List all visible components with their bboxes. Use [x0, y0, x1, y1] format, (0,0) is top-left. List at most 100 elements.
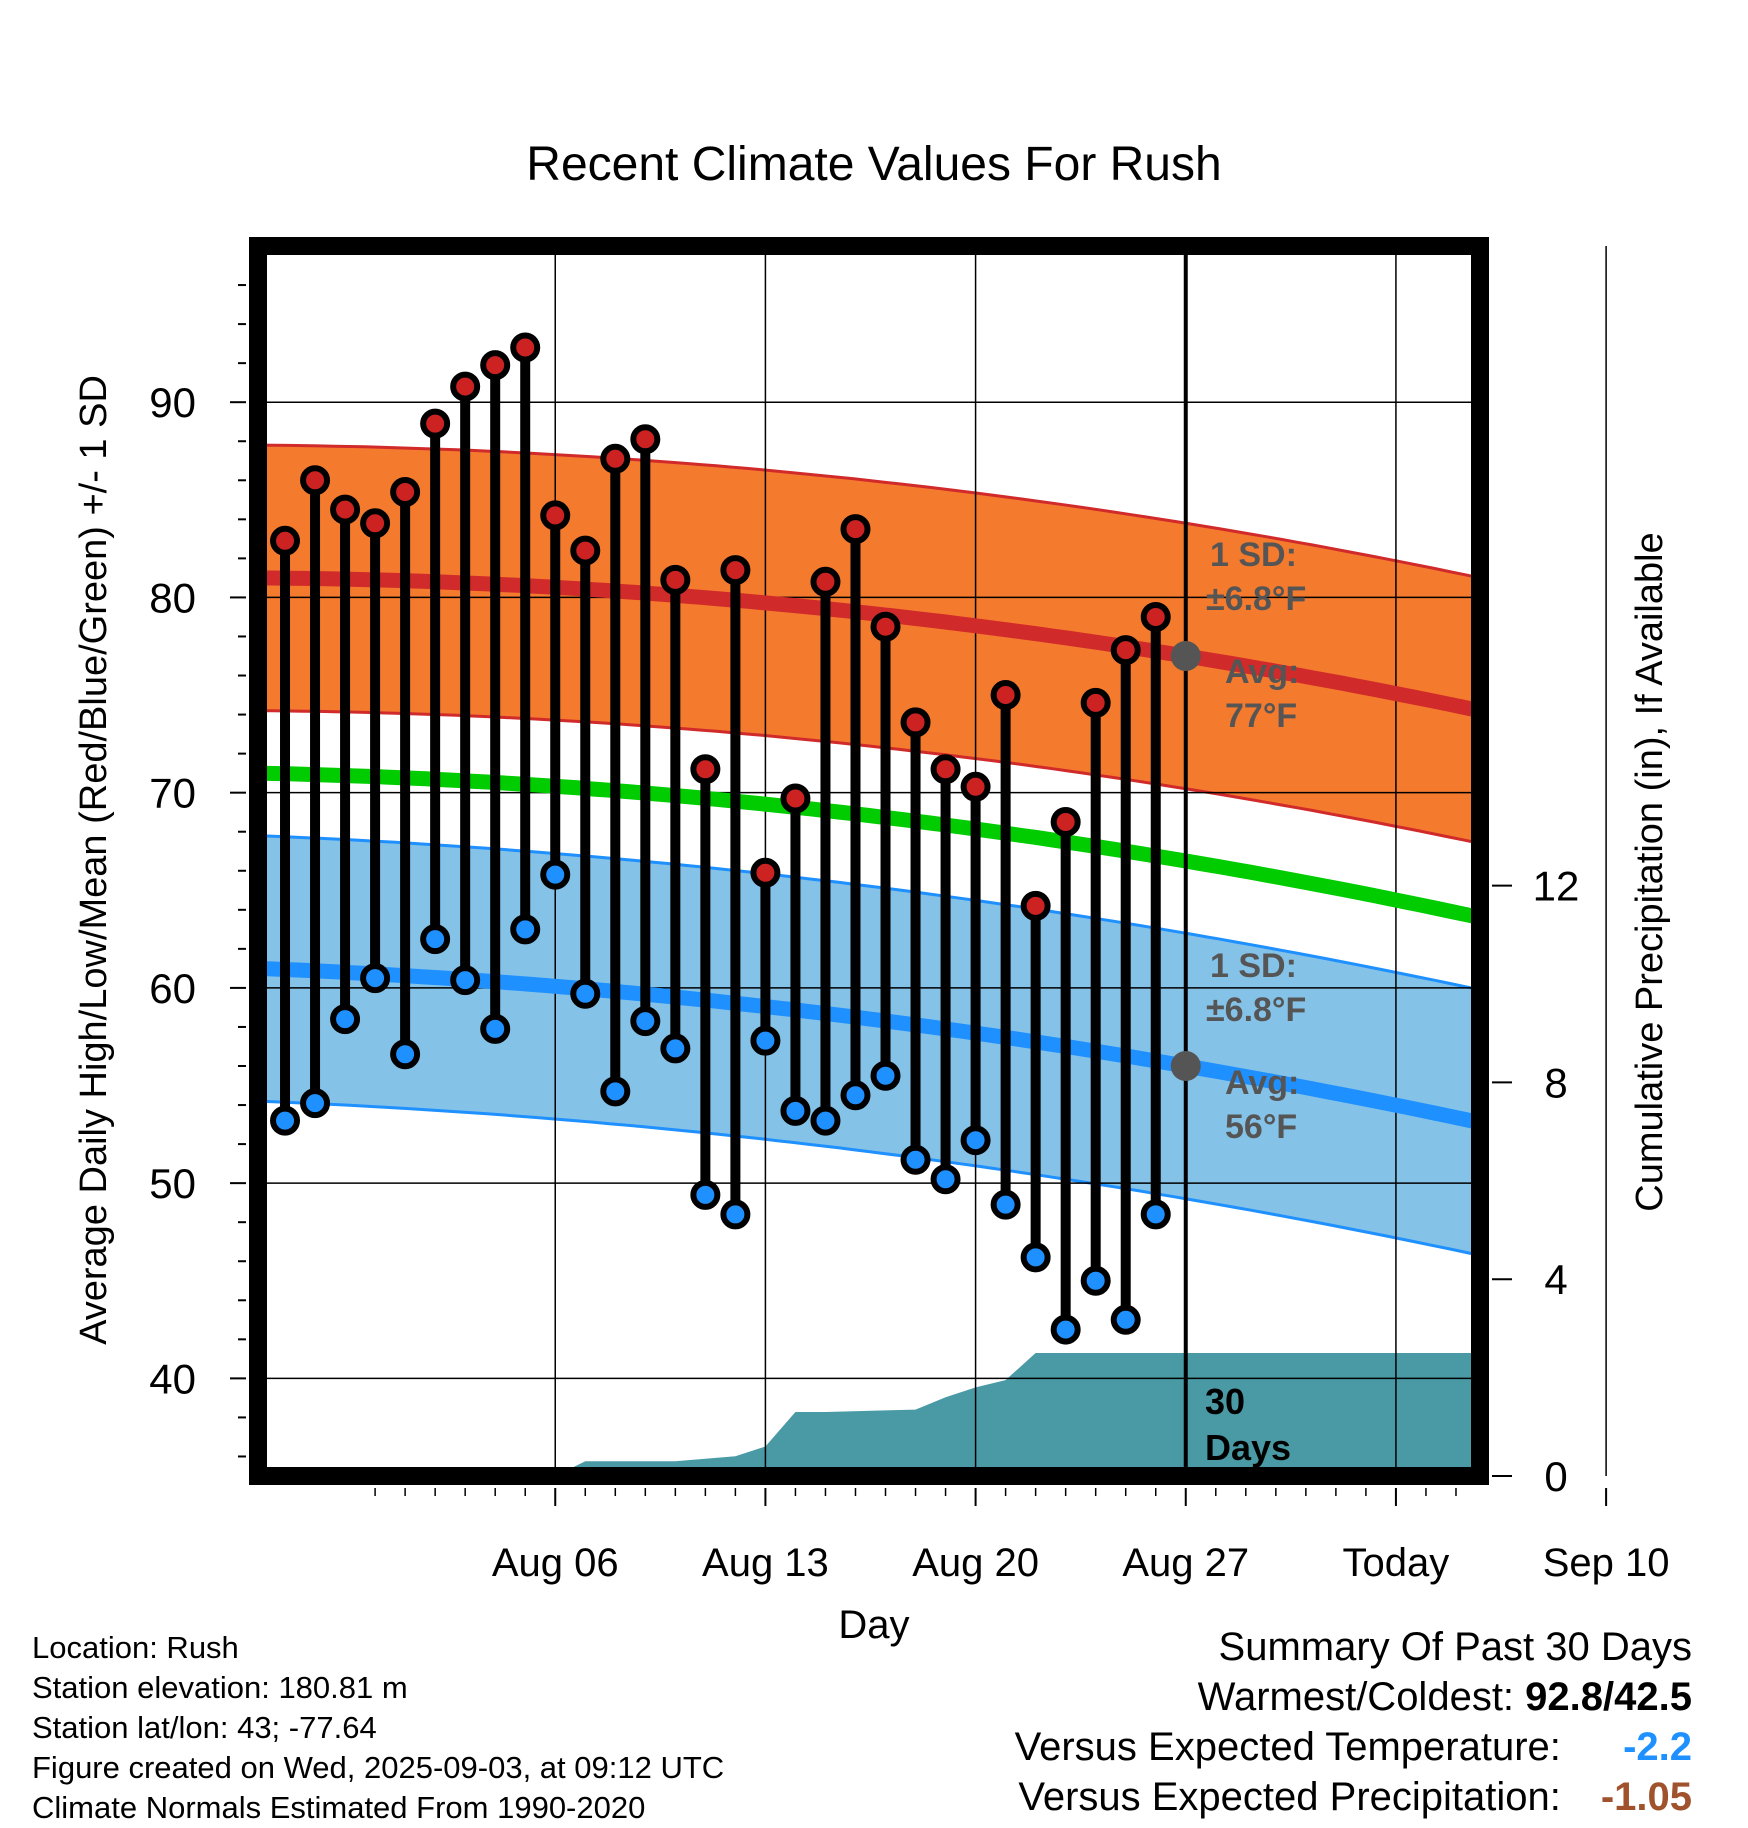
high-point — [450, 371, 481, 402]
low-point — [960, 1125, 991, 1156]
y-right-tick-label: 8 — [1544, 1059, 1567, 1106]
high-sd-band — [258, 445, 1480, 844]
x-tick-label: Aug 27 — [1122, 1541, 1249, 1585]
elevation-text: Station elevation: 180.81 m — [32, 1670, 408, 1705]
low-point — [510, 914, 541, 945]
low-point — [1050, 1314, 1081, 1345]
low-point — [720, 1199, 751, 1230]
high-point — [630, 424, 661, 455]
high-avg-annotation-value: 77°F — [1225, 697, 1297, 735]
high-point — [660, 564, 691, 595]
low-point — [480, 1013, 511, 1044]
high-point — [840, 514, 871, 545]
temp-label: Versus Expected Temperature: — [1014, 1725, 1561, 1769]
high-point — [1140, 601, 1171, 632]
low-point — [840, 1080, 871, 1111]
low-avg-annotation-value: 56°F — [1225, 1108, 1297, 1146]
x-tick-label: Aug 13 — [702, 1541, 829, 1585]
low-point — [270, 1105, 301, 1136]
high-point — [720, 555, 751, 586]
warmest-label: Warmest/Coldest: — [1197, 1675, 1515, 1719]
high-point — [480, 350, 511, 381]
high-point — [900, 707, 931, 738]
low-point — [450, 965, 481, 996]
high-point — [690, 754, 721, 785]
low-point — [360, 963, 391, 994]
low-sd-band — [258, 835, 1480, 1256]
low-point — [1020, 1242, 1051, 1273]
summary-precip-row: Versus Expected Precipitation: -1.05 — [932, 1772, 1692, 1822]
y-left-tick-label: 60 — [149, 965, 196, 1012]
x-axis-label: Day — [838, 1603, 909, 1647]
low-point — [810, 1105, 841, 1136]
precip-label: Versus Expected Precipitation: — [1018, 1775, 1561, 1819]
latlon-text: Station lat/lon: 43; -77.64 — [32, 1710, 377, 1745]
low-point — [540, 859, 571, 890]
today-low-avg-marker — [1170, 1051, 1201, 1081]
high-point — [510, 332, 541, 363]
x-tick-label: Aug 06 — [492, 1541, 619, 1585]
y-axis-label-right: Cumulative Precipitation (in), If Availa… — [1629, 532, 1671, 1211]
low-avg-annotation: Avg: — [1225, 1064, 1299, 1102]
high-point — [600, 443, 631, 474]
low-sd-annotation: 1 SD: — [1210, 947, 1297, 985]
low-point — [780, 1095, 811, 1126]
low-point — [600, 1076, 631, 1107]
low-sd-annotation-value: ±6.8°F — [1206, 991, 1306, 1029]
y-right-tick-label: 0 — [1544, 1453, 1567, 1500]
high-point — [420, 408, 451, 439]
high-avg-annotation: Avg: — [1225, 653, 1299, 691]
high-sd-annotation: 1 SD: — [1210, 536, 1297, 574]
low-point — [990, 1189, 1021, 1220]
summary-warmest-row: Warmest/Coldest: 92.8/42.5 — [932, 1672, 1692, 1722]
high-point — [990, 680, 1021, 711]
y-axis-label-left: Average Daily High/Low/Mean (Red/Blue/Gr… — [73, 375, 115, 1345]
plot-frame — [249, 237, 1489, 1485]
high-point — [960, 771, 991, 802]
summary-temp-row: Versus Expected Temperature: -2.2 — [932, 1722, 1692, 1772]
high-point — [1110, 635, 1141, 666]
high-point — [1050, 806, 1081, 837]
y-left-tick-label: 80 — [149, 574, 196, 621]
days-annotation: 30 — [1205, 1381, 1245, 1422]
high-point — [930, 754, 961, 785]
low-point — [630, 1006, 661, 1037]
low-point — [1110, 1304, 1141, 1335]
high-point — [270, 525, 301, 556]
high-point — [1080, 687, 1111, 718]
high-point — [390, 477, 421, 507]
low-point — [1140, 1199, 1171, 1230]
high-point — [780, 783, 811, 814]
x-tick-label: Aug 20 — [912, 1541, 1039, 1585]
low-point — [870, 1060, 901, 1091]
low-point — [330, 1004, 361, 1035]
y-right-tick-label: 12 — [1533, 863, 1580, 910]
low-point — [390, 1039, 421, 1070]
low-point — [660, 1033, 691, 1064]
low-point — [750, 1025, 781, 1056]
created-text: Figure created on Wed, 2025-09-03, at 09… — [32, 1750, 725, 1785]
normals-text: Climate Normals Estimated From 1990-2020 — [32, 1790, 646, 1825]
warmest-value: 92.8/42.5 — [1525, 1675, 1692, 1719]
high-sd-annotation-value: ±6.8°F — [1206, 580, 1306, 618]
low-sd-lower-line — [257, 1099, 1481, 1257]
high-point — [540, 500, 571, 531]
high-point — [360, 508, 391, 539]
high-point — [570, 535, 601, 566]
summary-title: Summary Of Past 30 Days — [1218, 1625, 1692, 1669]
today-high-avg-marker — [1170, 641, 1201, 671]
x-tick-label: Today — [1343, 1541, 1450, 1585]
temp-value: -2.2 — [1623, 1725, 1692, 1769]
plot-area: 1 SD: ±6.8°F Avg: 77°F 1 SD: ±6.8°F Avg: 56°F 30… — [149, 237, 1669, 1585]
low-point — [900, 1144, 931, 1175]
days-annotation-value: Days — [1205, 1427, 1291, 1468]
low-point — [570, 978, 601, 1009]
low-point — [300, 1088, 331, 1119]
y-left-tick-label: 50 — [149, 1160, 196, 1207]
y-right-tick-label: 4 — [1544, 1256, 1567, 1303]
high-point — [810, 566, 841, 597]
low-point — [930, 1164, 961, 1195]
high-point — [1020, 890, 1051, 921]
precip-value: -1.05 — [1600, 1775, 1692, 1819]
